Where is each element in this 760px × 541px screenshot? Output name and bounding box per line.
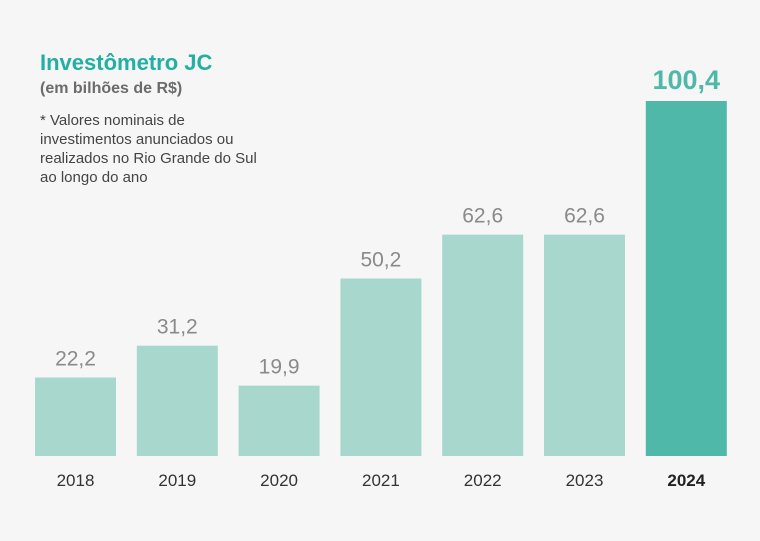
- x-tick-label: 2018: [57, 471, 95, 490]
- x-tick-label: 2022: [464, 471, 502, 490]
- chart-subtitle: (em bilhões de R$): [40, 80, 183, 97]
- bar-2021: [340, 278, 422, 456]
- x-tick-label: 2024: [667, 471, 705, 490]
- bar-2019: [136, 345, 218, 456]
- chart-title: Investômetro JC: [40, 50, 213, 75]
- chart-note: * Valores nominais de investimentos anun…: [40, 112, 257, 186]
- value-label: 50,2: [360, 249, 401, 272]
- x-tick-label: 2023: [566, 471, 604, 490]
- x-tick-label: 2021: [362, 471, 400, 490]
- bar-2018: [35, 377, 116, 456]
- value-label: 22,2: [55, 348, 96, 371]
- value-label: 31,2: [157, 316, 198, 339]
- x-tick-label: 2020: [260, 471, 298, 490]
- bar-2020: [238, 385, 320, 456]
- value-label: 100,4: [653, 65, 721, 95]
- bar-2022: [442, 234, 524, 456]
- value-label: 62,6: [564, 205, 605, 228]
- value-label: 62,6: [462, 205, 503, 228]
- value-label: 19,9: [259, 356, 300, 379]
- bar-2023: [544, 234, 625, 456]
- x-tick-label: 2019: [158, 471, 196, 490]
- bar-2024: [645, 101, 727, 456]
